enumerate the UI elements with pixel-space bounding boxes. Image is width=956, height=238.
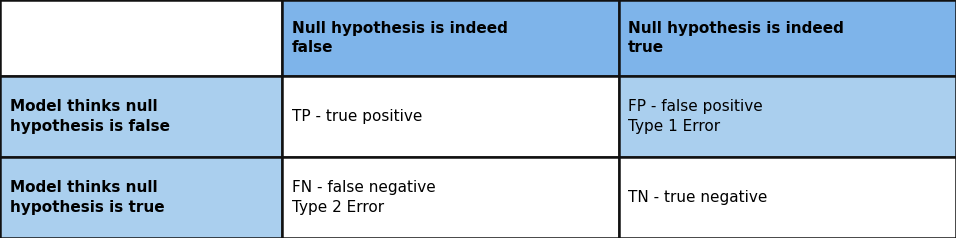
- Bar: [0, 76, 282, 157]
- Bar: [0, 0, 282, 76]
- Text: TN - true negative: TN - true negative: [628, 190, 768, 205]
- Text: FP - false positive
Type 1 Error: FP - false positive Type 1 Error: [628, 99, 763, 134]
- Text: FN - false negative
Type 2 Error: FN - false negative Type 2 Error: [292, 180, 435, 215]
- Text: Model thinks null
hypothesis is true: Model thinks null hypothesis is true: [10, 180, 164, 215]
- Bar: [619, 76, 956, 157]
- Text: Null hypothesis is indeed
false: Null hypothesis is indeed false: [292, 21, 508, 55]
- Bar: [619, 0, 956, 76]
- Text: Null hypothesis is indeed
true: Null hypothesis is indeed true: [628, 21, 844, 55]
- Bar: [282, 76, 619, 157]
- Bar: [282, 157, 619, 238]
- Bar: [0, 157, 282, 238]
- Bar: [282, 0, 619, 76]
- Text: TP - true positive: TP - true positive: [292, 109, 422, 124]
- Text: Model thinks null
hypothesis is false: Model thinks null hypothesis is false: [10, 99, 169, 134]
- Bar: [619, 157, 956, 238]
